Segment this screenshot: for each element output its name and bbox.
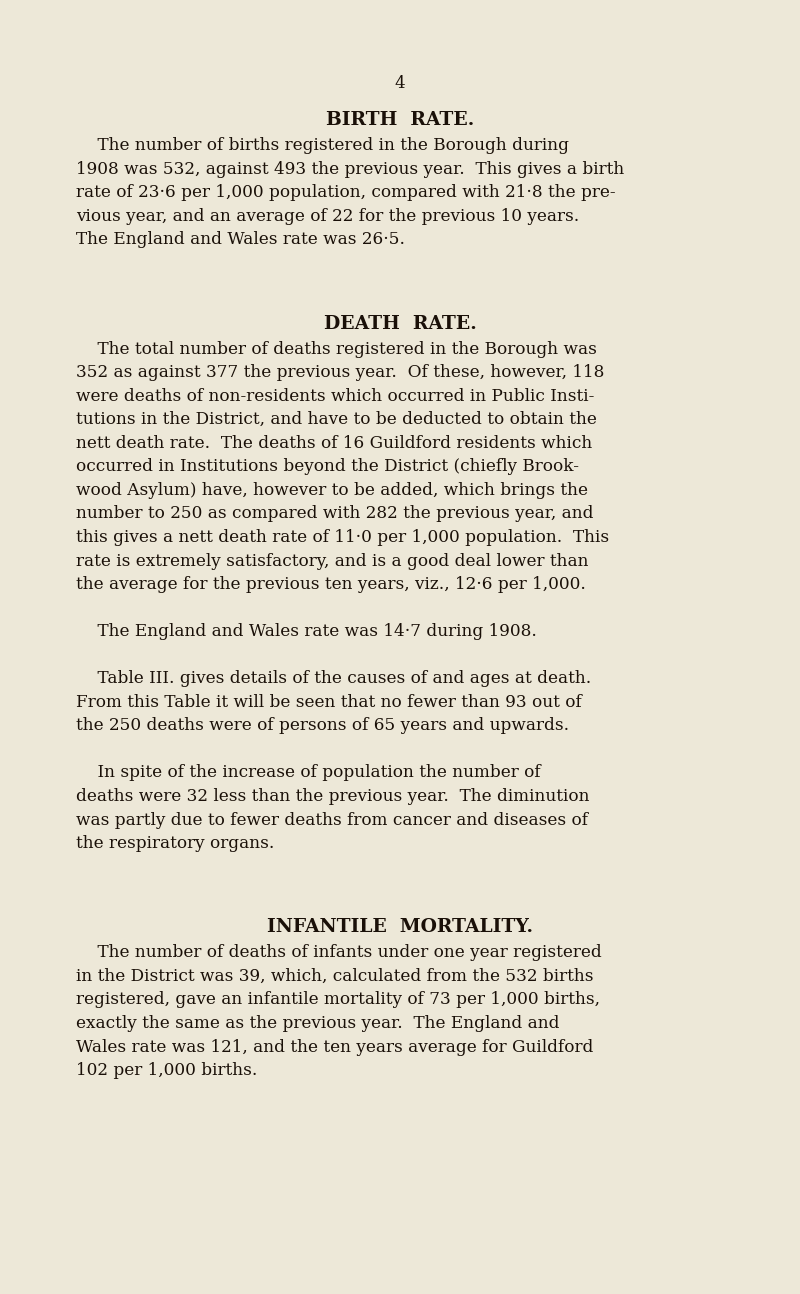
Text: was partly due to fewer deaths from cancer and diseases of: was partly due to fewer deaths from canc… xyxy=(76,811,588,828)
Text: nett death rate.  The deaths of 16 Guildford residents which: nett death rate. The deaths of 16 Guildf… xyxy=(76,435,592,452)
Text: this gives a nett death rate of 11·0 per 1,000 population.  This: this gives a nett death rate of 11·0 per… xyxy=(76,529,609,546)
Text: 102 per 1,000 births.: 102 per 1,000 births. xyxy=(76,1062,258,1079)
Text: The England and Wales rate was 14·7 during 1908.: The England and Wales rate was 14·7 duri… xyxy=(76,624,537,641)
Text: the average for the previous ten years, viz., 12·6 per 1,000.: the average for the previous ten years, … xyxy=(76,576,586,593)
Text: In spite of the increase of population the number of: In spite of the increase of population t… xyxy=(76,765,541,782)
Text: deaths were 32 less than the previous year.  The diminution: deaths were 32 less than the previous ye… xyxy=(76,788,590,805)
Text: registered, gave an infantile mortality of 73 per 1,000 births,: registered, gave an infantile mortality … xyxy=(76,991,600,1008)
Text: Table III. gives details of the causes of and ages at death.: Table III. gives details of the causes o… xyxy=(76,670,591,687)
Text: number to 250 as compared with 282 the previous year, and: number to 250 as compared with 282 the p… xyxy=(76,506,594,523)
Text: 1908 was 532, against 493 the previous year.  This gives a birth: 1908 was 532, against 493 the previous y… xyxy=(76,160,624,177)
Text: occurred in Institutions beyond the District (chiefly Brook-: occurred in Institutions beyond the Dist… xyxy=(76,458,579,475)
Text: The number of births registered in the Borough during: The number of births registered in the B… xyxy=(76,137,569,154)
Text: DEATH  RATE.: DEATH RATE. xyxy=(324,314,476,333)
Text: BIRTH  RATE.: BIRTH RATE. xyxy=(326,111,474,129)
Text: exactly the same as the previous year.  The England and: exactly the same as the previous year. T… xyxy=(76,1014,559,1033)
Text: vious year, and an average of 22 for the previous 10 years.: vious year, and an average of 22 for the… xyxy=(76,208,579,225)
Text: 4: 4 xyxy=(394,75,406,92)
Text: From this Table it will be seen that no fewer than 93 out of: From this Table it will be seen that no … xyxy=(76,694,582,710)
Text: the respiratory organs.: the respiratory organs. xyxy=(76,835,274,853)
Text: rate of 23·6 per 1,000 population, compared with 21·8 the pre-: rate of 23·6 per 1,000 population, compa… xyxy=(76,184,616,202)
Text: rate is extremely satisfactory, and is a good deal lower than: rate is extremely satisfactory, and is a… xyxy=(76,553,589,569)
Text: the 250 deaths were of persons of 65 years and upwards.: the 250 deaths were of persons of 65 yea… xyxy=(76,717,569,735)
Text: The England and Wales rate was 26·5.: The England and Wales rate was 26·5. xyxy=(76,232,405,248)
Text: wood Asylum) have, however to be added, which brings the: wood Asylum) have, however to be added, … xyxy=(76,481,588,499)
Text: tutions in the District, and have to be deducted to obtain the: tutions in the District, and have to be … xyxy=(76,411,597,428)
Text: The total number of deaths registered in the Borough was: The total number of deaths registered in… xyxy=(76,340,597,357)
Text: 352 as against 377 the previous year.  Of these, however, 118: 352 as against 377 the previous year. Of… xyxy=(76,364,604,382)
Text: INFANTILE  MORTALITY.: INFANTILE MORTALITY. xyxy=(267,919,533,937)
Text: in the District was 39, which, calculated from the 532 births: in the District was 39, which, calculate… xyxy=(76,968,594,985)
Text: Wales rate was 121, and the ten years average for Guildford: Wales rate was 121, and the ten years av… xyxy=(76,1039,594,1056)
Text: The number of deaths of infants under one year registered: The number of deaths of infants under on… xyxy=(76,945,602,961)
Text: were deaths of non-residents which occurred in Public Insti-: were deaths of non-residents which occur… xyxy=(76,388,594,405)
